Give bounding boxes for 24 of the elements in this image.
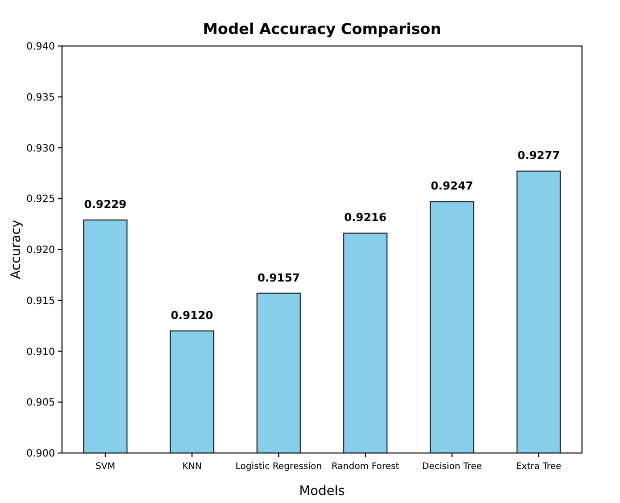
- y-tick-label: 0.935: [26, 92, 55, 104]
- y-tick-label: 0.905: [26, 398, 55, 409]
- x-tick-label: Extra Tree: [516, 462, 562, 472]
- x-tick-label: Logistic Regression: [235, 462, 322, 472]
- y-tick-label: 0.915: [26, 296, 55, 307]
- x-tick-label: Decision Tree: [422, 462, 482, 472]
- data-label: 0.9216: [344, 211, 387, 224]
- x-tick-label: Random Forest: [331, 462, 400, 472]
- x-axis-title: Models: [299, 484, 346, 499]
- y-tick-label: 0.925: [26, 194, 55, 206]
- data-label: 0.9120: [170, 308, 214, 322]
- y-axis-title: Accuracy: [9, 220, 24, 280]
- y-tick-label: 0.930: [26, 143, 55, 154]
- y-tick-label: 0.910: [26, 346, 55, 358]
- x-tick-label: KNN: [182, 462, 202, 472]
- y-tick-label: 0.920: [26, 245, 55, 256]
- data-label: 0.9277: [517, 149, 560, 162]
- chart-title: Model Accuracy Comparison: [202, 20, 442, 38]
- data-label: 0.9157: [257, 271, 300, 284]
- x-tick-label: SVM: [96, 462, 116, 472]
- y-tick-label: 0.900: [26, 448, 55, 460]
- data-label: 0.9247: [430, 180, 474, 193]
- data-label: 0.9229: [84, 198, 127, 211]
- y-tick-label: 0.940: [26, 42, 55, 52]
